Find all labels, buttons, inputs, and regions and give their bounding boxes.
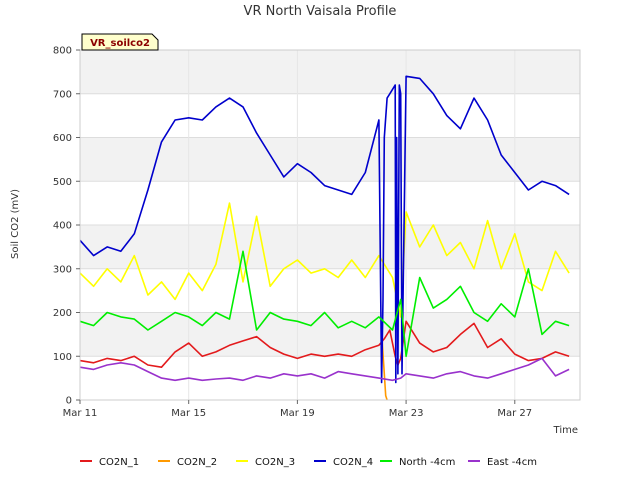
legend-item: East -4cm [468,457,537,468]
legend-label: East -4cm [487,457,537,468]
legend: CO2N_1 CO2N_2 CO2N_3 CO2N_4 North -4cm East -… [80,457,537,468]
y-tick-label: 600 [53,133,72,144]
series-line-1 [79,320,570,369]
legend-label: North -4cm [399,457,455,468]
legend-item: CO2N_3 [236,457,295,468]
y-axis-label: Soil CO2 (mV) [10,189,21,259]
series-lines [79,75,570,401]
axes: 0 100 200 300 400 500 600 700 800 Mar 11 Mar 15 Mar… [53,46,581,419]
x-tick-label: Mar 23 [389,408,424,419]
series-line-5 [79,250,570,358]
series-line-6 [79,357,570,382]
y-tick-label: 400 [53,221,72,232]
plot-band [80,356,580,400]
legend-label: CO2N_4 [333,457,373,468]
y-tick-label: 100 [53,352,72,363]
legend-label: CO2N_1 [99,457,139,468]
plot-band [80,225,580,269]
legend-item: CO2N_2 [158,457,217,468]
legend-label: CO2N_2 [177,457,217,468]
series-line-2 [380,332,388,401]
chart-title: VR North Vaisala Profile [244,4,397,19]
series-line-4 [79,75,570,384]
y-tick-label: 700 [53,89,72,100]
legend-label: CO2N_3 [255,457,295,468]
x-tick-label: Mar 11 [63,408,98,419]
plot-band [80,268,580,313]
plot-band [80,181,580,225]
y-tick-label: 800 [53,46,72,57]
badge-label: VR_soilco2 [90,38,150,49]
y-tick-label: 300 [53,264,72,275]
x-tick-label: Mar 19 [280,408,315,419]
badge-box [81,33,159,51]
y-tick-label: 0 [66,396,72,407]
y-tick-label: 500 [53,177,72,188]
legend-item: North -4cm [380,457,455,468]
series-line-3 [79,202,570,318]
plot-band [80,50,580,94]
x-tick-label: Mar 15 [171,408,206,419]
plot-background [80,50,580,400]
chart-badge: VR_soilco2 [81,33,159,51]
plot-band [80,93,580,138]
legend-item: CO2N_4 [314,457,373,468]
y-tick-label: 200 [53,308,72,319]
x-axis-label: Time [553,425,578,436]
legend-item: CO2N_1 [80,457,139,468]
x-tick-label: Mar 27 [497,408,532,419]
